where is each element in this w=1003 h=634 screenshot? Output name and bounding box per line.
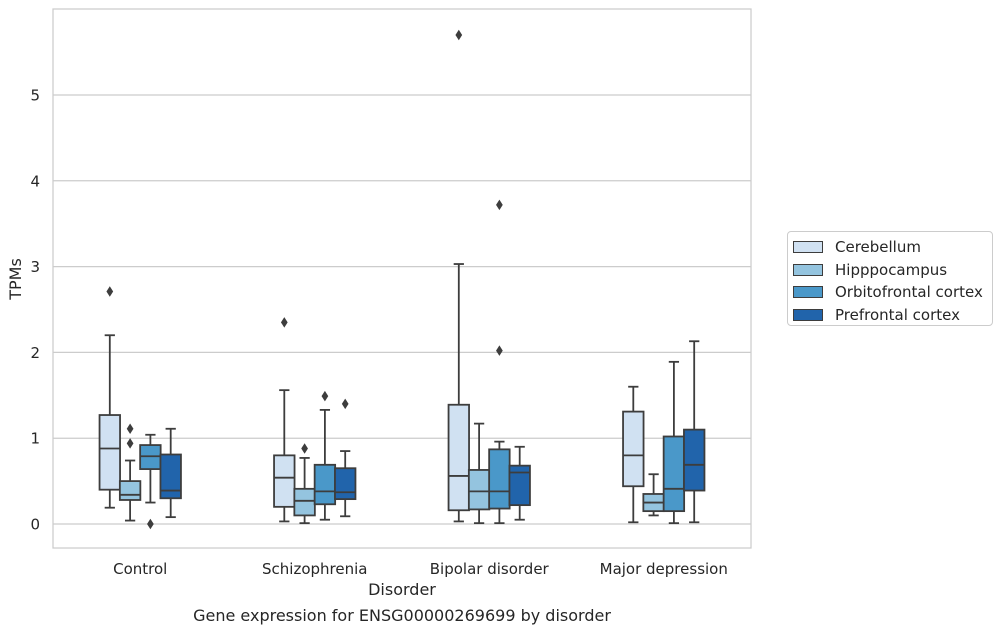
chart-title: Gene expression for ENSG00000269699 by d… xyxy=(193,606,611,625)
box-body xyxy=(313,463,337,506)
box-element xyxy=(508,445,531,521)
outlier-point xyxy=(280,317,288,328)
box-body xyxy=(447,403,470,512)
box-element xyxy=(98,286,121,509)
legend-swatch xyxy=(793,308,823,321)
y-axis-label: TPMs xyxy=(6,258,25,301)
y-tick-label: 1 xyxy=(30,430,40,448)
box-element xyxy=(139,433,162,530)
x-tick-label: Schizophrenia xyxy=(262,560,367,578)
legend-label: Cerebellum xyxy=(835,238,921,257)
y-tick-label: 0 xyxy=(30,516,40,534)
y-tick-label: 4 xyxy=(30,172,40,190)
plot-frame xyxy=(52,8,752,549)
gridlines xyxy=(53,94,751,525)
box-body xyxy=(488,448,511,510)
outlier-point xyxy=(496,199,503,211)
box-element xyxy=(642,473,665,517)
x-tick-label: Control xyxy=(113,560,167,578)
y-tick-label: 3 xyxy=(30,258,40,276)
x-tick-labels: Control Schizophrenia Bipolar disorder Majo… xyxy=(113,560,728,578)
box-body xyxy=(662,435,686,513)
box-element xyxy=(334,398,357,518)
box-element xyxy=(273,317,296,523)
box-body xyxy=(334,467,357,501)
outlier-point xyxy=(496,345,503,356)
legend-item: Orbitofrontal cortex xyxy=(793,281,992,304)
legend-item: Cerebellum xyxy=(793,236,992,259)
x-axis-label: Disorder xyxy=(368,580,436,599)
legend-label: Prefrontal cortex xyxy=(835,305,960,324)
box-element xyxy=(313,390,337,521)
legend-item: Hipppocampus xyxy=(793,259,992,282)
box-body xyxy=(683,428,706,492)
box-body xyxy=(159,453,182,500)
legend-label: Orbitofrontal cortex xyxy=(835,283,983,302)
outlier-point xyxy=(455,29,463,41)
box-element xyxy=(159,427,182,519)
box-body xyxy=(508,464,531,507)
x-tick-label: Bipolar disorder xyxy=(430,560,550,578)
legend: Cerebellum Hipppocampus Orbitofrontal co… xyxy=(787,231,993,326)
box-element xyxy=(622,385,645,524)
box-body xyxy=(118,480,142,501)
box-element xyxy=(662,360,686,525)
box-element xyxy=(118,423,142,522)
outlier-point xyxy=(341,398,349,410)
box-body xyxy=(467,469,491,511)
box-body xyxy=(293,487,316,517)
y-tick-labels: 0 1 2 3 4 5 xyxy=(30,87,40,534)
outlier-point xyxy=(301,443,308,454)
box-body xyxy=(98,414,121,491)
legend-swatch xyxy=(793,263,823,276)
outlier-point xyxy=(126,438,134,449)
x-tick-label: Major depression xyxy=(600,560,728,578)
legend-item: Prefrontal cortex xyxy=(793,304,992,327)
box-element xyxy=(488,199,511,525)
box-layer xyxy=(98,29,706,530)
legend-label: Hipppocampus xyxy=(835,260,948,279)
y-tick-label: 2 xyxy=(30,344,40,362)
outlier-point xyxy=(106,286,114,297)
box-element xyxy=(447,29,470,523)
outlier-point xyxy=(147,518,154,530)
box-element xyxy=(467,422,491,525)
y-tick-label: 5 xyxy=(30,87,40,105)
box-element xyxy=(293,443,316,525)
box-body xyxy=(273,454,296,508)
outlier-point xyxy=(321,390,329,402)
outlier-point xyxy=(126,423,134,435)
legend-swatch xyxy=(793,241,823,254)
box-element xyxy=(683,340,706,524)
legend-swatch xyxy=(793,286,823,299)
box-body xyxy=(622,410,645,488)
